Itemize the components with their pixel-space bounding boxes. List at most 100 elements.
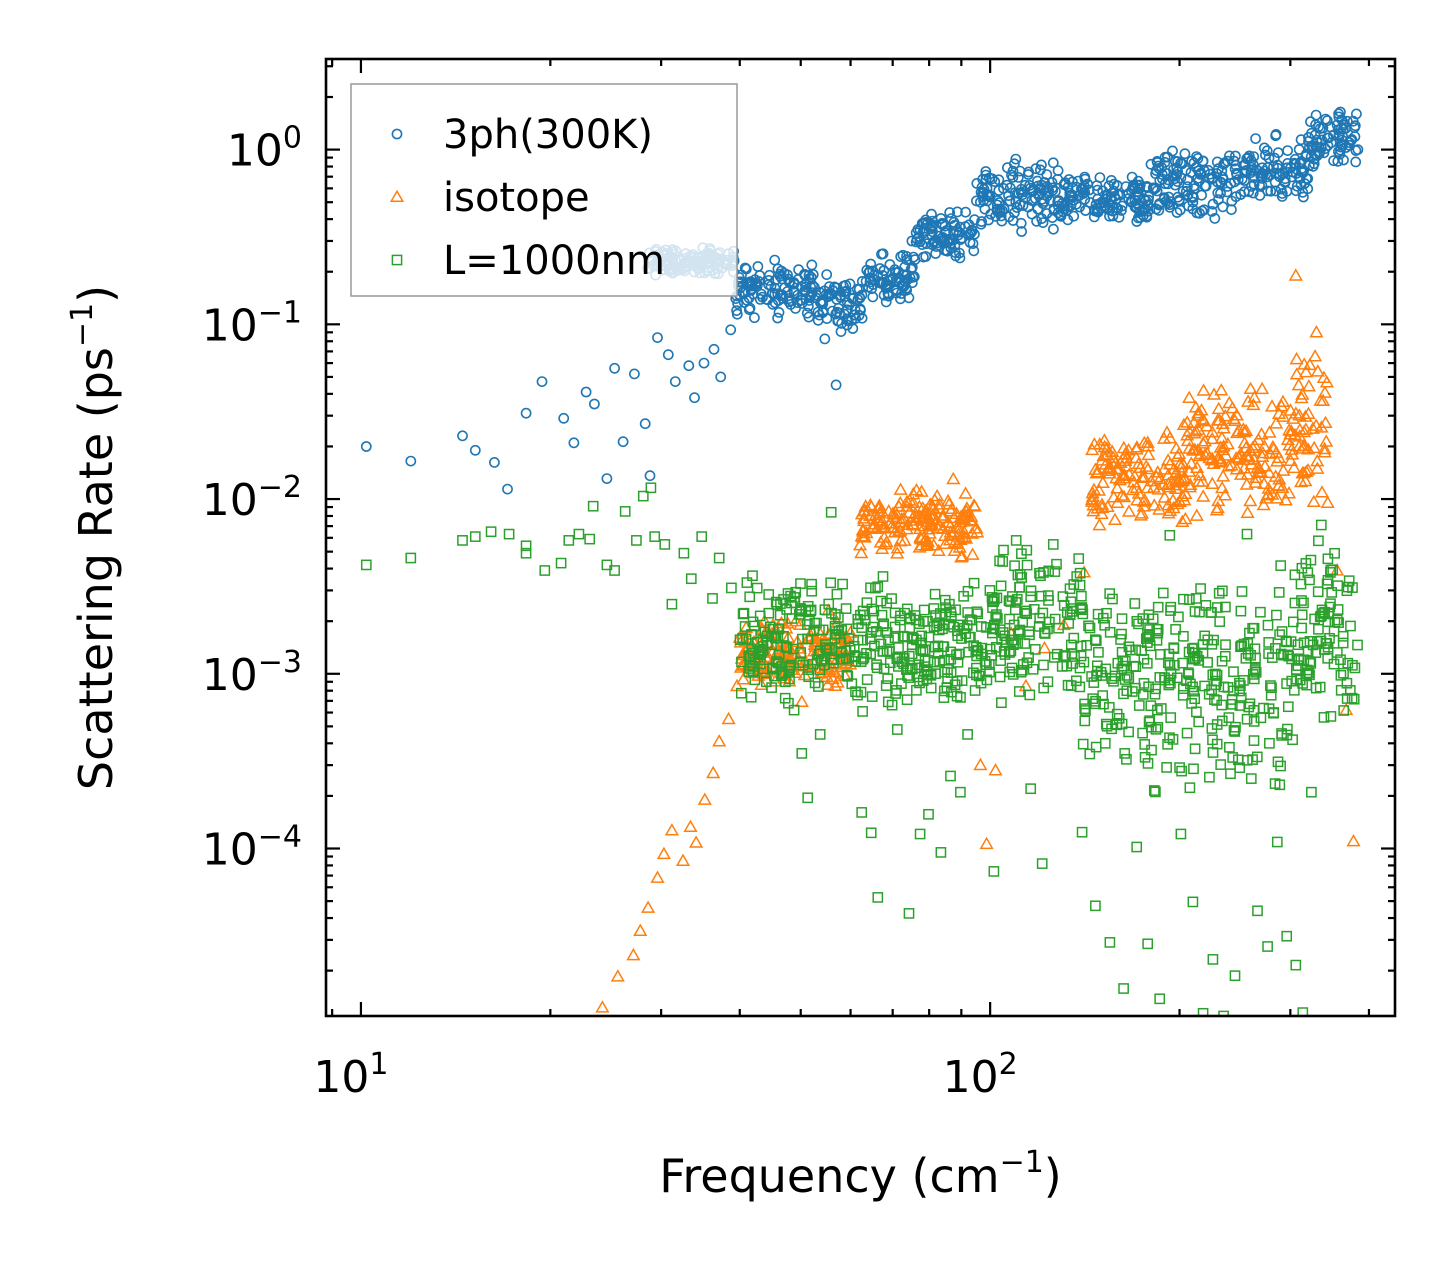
series-1-cloud-point [1211, 401, 1226, 415]
series-2-cloud-point [1089, 634, 1101, 646]
series-2-cloud-point [1263, 703, 1275, 715]
series-1-cloud-point [1240, 505, 1255, 519]
series-1-cloud-point [1283, 403, 1298, 416]
series-1-cloud-point [875, 541, 890, 554]
series-0-cloud-point [867, 291, 879, 303]
series-2-cloud-point [806, 578, 817, 590]
series-2-point [1062, 679, 1074, 691]
series-0-cloud-point [1095, 202, 1107, 214]
series-2-cloud-point [747, 570, 758, 582]
series-2-cloud-point [747, 647, 759, 659]
series-2-cloud-point [1234, 677, 1245, 689]
series-2-cloud-point [952, 625, 963, 637]
series-1-cloud-point [1218, 408, 1233, 422]
series-2-cloud-point [1188, 642, 1200, 654]
series-2-point [1142, 938, 1154, 950]
series-2-point [649, 531, 661, 542]
series-0-point [708, 343, 720, 355]
series-0-cloud-point [1259, 142, 1270, 154]
series-2-cloud-point [968, 640, 980, 651]
series-1-cloud-point [1239, 477, 1254, 490]
series-0-cloud-point [1015, 186, 1027, 198]
series-1-cloud-point [1241, 394, 1256, 407]
series-0-cloud-point [1254, 189, 1266, 201]
series-0-cloud-point [1204, 168, 1216, 180]
series-2-point [609, 565, 620, 576]
series-2-cloud-point [1137, 727, 1148, 739]
series-0-cloud-point [1033, 188, 1044, 200]
series-2-cloud-point [1262, 619, 1274, 631]
series-2-cloud-point [820, 642, 832, 654]
series-2-cloud-point [831, 628, 842, 640]
series-1-cloud-point [1141, 439, 1156, 452]
series-2-cloud-point [1178, 593, 1189, 605]
series-0-cloud-point [865, 258, 877, 270]
series-0-cloud-point [954, 247, 965, 259]
series-1-cloud-point [1224, 457, 1239, 471]
series-1-point [675, 853, 691, 866]
series-2-cloud-point [1074, 567, 1086, 579]
series-0-cloud-point [996, 205, 1008, 217]
series-2-point [563, 535, 575, 546]
series-0-cloud-point [1007, 171, 1019, 183]
series-1-cloud-point [1301, 406, 1316, 420]
series-2-cloud-point [1165, 712, 1177, 723]
series-2-cloud-point [1084, 748, 1096, 760]
x-axis-label-main: Frequency (cm [659, 1149, 999, 1203]
series-0-point [652, 332, 663, 343]
series-0-cloud-point [1301, 173, 1312, 184]
series-1-cloud-point [1275, 480, 1290, 494]
series-1-cloud-point [1237, 424, 1252, 438]
series-0-point [457, 430, 468, 442]
series-0-cloud-point [778, 267, 790, 279]
y-tick-label: 10−2 [202, 470, 302, 526]
series-0-cloud-point [1070, 198, 1082, 210]
series-0-point [1022, 169, 1034, 180]
series-2-cloud-point [1304, 635, 1316, 647]
series-2-cloud-point [1287, 616, 1299, 628]
series-1-cloud-point [1211, 493, 1226, 507]
series-0-cloud-point [921, 238, 932, 250]
series-0-cloud-point [731, 308, 743, 320]
series-2-cloud-point [1248, 716, 1260, 727]
series-0-point [1295, 134, 1307, 146]
series-1-cloud-point [1237, 460, 1252, 474]
series-2-cloud-point [824, 643, 835, 655]
series-1-cloud-point [1117, 489, 1132, 503]
series-2-point [1315, 519, 1327, 531]
series-2-point [998, 544, 1009, 556]
series-2-point [988, 866, 1000, 877]
series-2-cloud-point [1155, 649, 1166, 660]
series-2-point [975, 648, 987, 660]
series-0-cloud-point [806, 259, 818, 271]
series-2-cloud-point [940, 609, 951, 621]
series-0-point [1197, 155, 1209, 167]
series-2-cloud-point [929, 588, 941, 600]
series-1-cloud-point [906, 495, 921, 509]
series-0-cloud-point [895, 251, 907, 262]
tick-labels: 101 102 100 10−1 10−2 10−3 10−4 [202, 121, 1018, 1103]
series-0-cloud-point [1299, 178, 1310, 189]
series-2-cloud-point [759, 626, 771, 638]
series-0-cloud-point [1334, 148, 1346, 160]
series-2-cloud-point [1165, 677, 1176, 689]
series-1-cloud-point [1183, 477, 1198, 490]
series-2-cloud-point [1329, 547, 1340, 559]
series-2-cloud-point [1138, 653, 1150, 665]
series-0-cloud-point [926, 229, 938, 241]
series-1-point [683, 819, 698, 832]
series-0-cloud-point [1246, 180, 1257, 192]
series-1-cloud-point [1088, 462, 1103, 475]
series-2-cloud-point [1189, 743, 1201, 755]
series-1-point [697, 792, 712, 805]
series-2-cloud-point [1310, 682, 1322, 694]
series-2-cloud-point [881, 597, 893, 609]
series-2-cloud-point [1287, 734, 1298, 746]
series-2-point [520, 547, 532, 559]
series-0-cloud-point [835, 326, 847, 337]
series-2-cloud-point [1223, 712, 1235, 723]
series-2-cloud-point [831, 588, 843, 600]
series-0-cloud-point [897, 281, 909, 292]
series-0-cloud-point [1298, 191, 1309, 203]
series-1-point [1159, 425, 1175, 438]
